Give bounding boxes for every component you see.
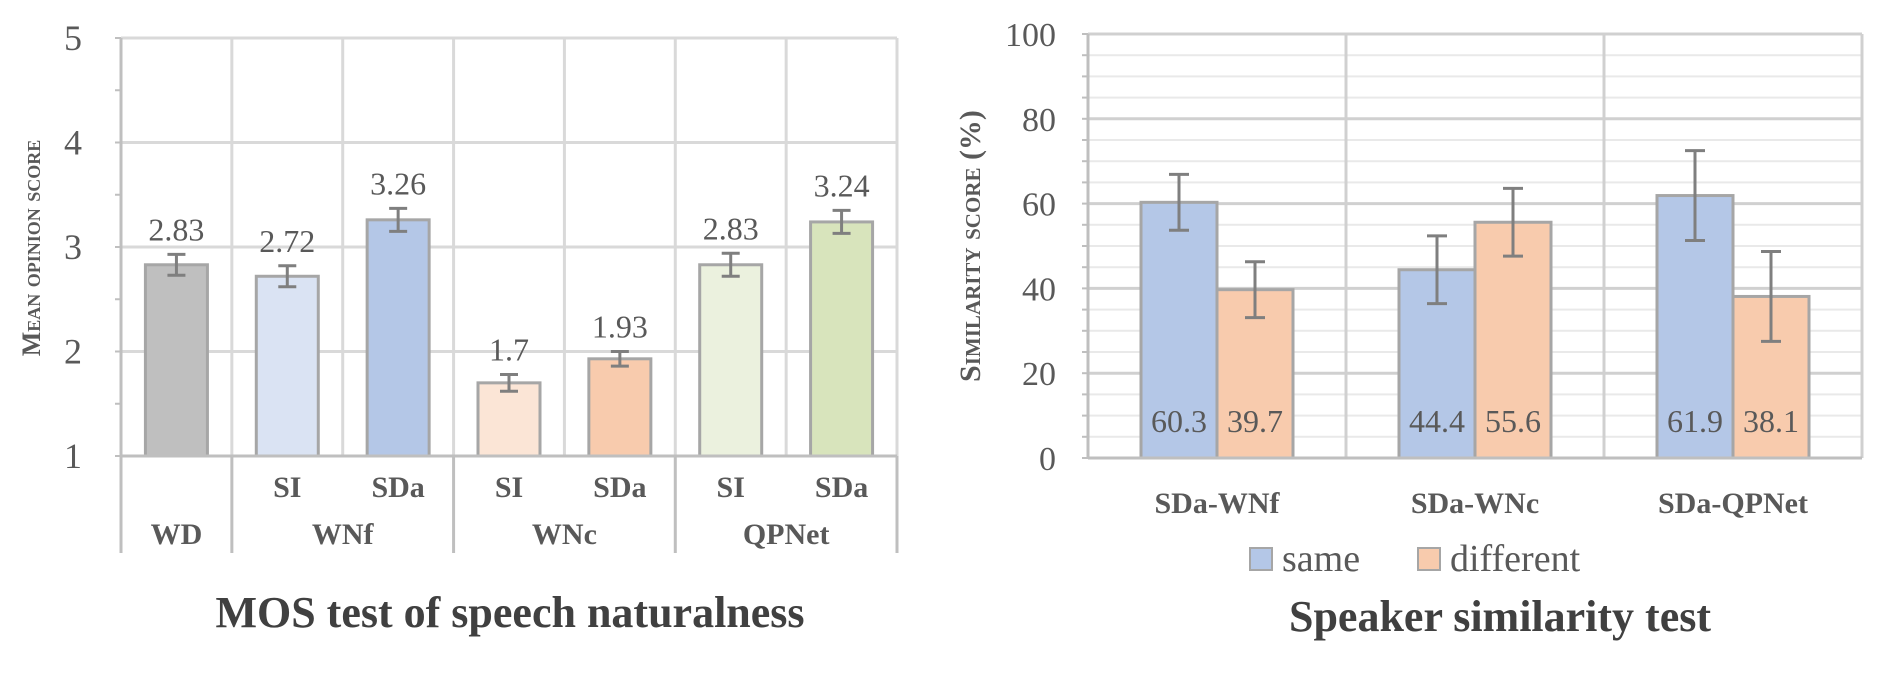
similarity-x-tick-label: SDa-QPNet (1658, 487, 1808, 520)
similarity-y-tick-label: 80 (1022, 102, 1056, 139)
legend-swatch-same (1249, 547, 1273, 571)
similarity-bar-different (1473, 220, 1553, 460)
similarity-y-tick-label: 20 (1022, 356, 1056, 393)
mos-bar (365, 218, 431, 458)
mos-x-tick-label: SI (495, 471, 523, 504)
mos-x-tick-label: SDa (815, 471, 868, 504)
mos-y-axis-label: Mean opinion score (17, 140, 46, 357)
mos-group-label: WNc (532, 518, 597, 551)
similarity-data-label: 44.4 (1409, 403, 1465, 439)
mos-x-tick-label: SDa (371, 471, 424, 504)
similarity-bars: 60.3 39.7 44.4 55.6 61.9 38.1 (1139, 149, 1811, 460)
similarity-y-tick-label: 60 (1022, 187, 1056, 224)
legend-label-same: same (1282, 538, 1360, 580)
similarity-data-label: 60.3 (1151, 403, 1207, 439)
mos-bar (698, 263, 764, 458)
mos-bar (809, 220, 875, 458)
mos-bar (587, 357, 653, 458)
mos-bars: 2.83 2.72 3.26 1.7 1.93 2.83 3.24 (143, 165, 875, 458)
similarity-data-label: 38.1 (1743, 403, 1799, 439)
legend-swatch-different (1417, 547, 1441, 571)
mos-bar (476, 381, 542, 458)
mos-x-tick-label: SDa (593, 471, 646, 504)
mos-x-tick-label: SI (273, 471, 301, 504)
similarity-chart-title: Speaker similarity test (1289, 592, 1711, 641)
mos-chart: 2.83 2.72 3.26 1.7 1.93 2.83 3.24 1 2 3 4 5 SI SDa SI… (17, 18, 899, 637)
mos-chart-title: MOS test of speech naturalness (215, 588, 804, 637)
mos-data-label: 3.24 (814, 167, 870, 203)
mos-bar (143, 263, 209, 458)
mos-data-label: 2.72 (259, 223, 315, 259)
similarity-data-label: 55.6 (1485, 403, 1541, 439)
mos-group-label: QPNet (743, 518, 830, 551)
similarity-data-label: 39.7 (1227, 403, 1283, 439)
mos-data-label: 2.83 (703, 210, 759, 246)
mos-group-label: WD (151, 518, 203, 551)
similarity-y-tick-label: 100 (1005, 17, 1056, 54)
similarity-data-label: 61.9 (1667, 403, 1723, 439)
mos-axis: 1 2 3 4 5 SI SDa SI SDa SI SDa WD WNf WNc QPNet (64, 18, 899, 553)
similarity-y-tick-label: 0 (1039, 441, 1056, 478)
mos-group-label: WNf (312, 518, 375, 551)
similarity-x-tick-label: SDa-WNf (1155, 487, 1281, 520)
mos-data-label: 2.83 (148, 211, 204, 247)
similarity-bar-same (1139, 200, 1219, 460)
mos-y-tick-label: 4 (64, 123, 82, 163)
mos-y-tick-label: 1 (64, 436, 82, 476)
similarity-x-tick-label: SDa-WNc (1411, 487, 1539, 520)
similarity-chart: 60.3 39.7 44.4 55.6 61.9 38.1 0 20 40 60 80 100 SDa… (954, 17, 1864, 641)
mos-data-label: 1.7 (489, 331, 529, 367)
similarity-y-axis-label: Similarity score (%) (954, 110, 987, 382)
mos-x-tick-label: SI (717, 471, 745, 504)
mos-data-label: 3.26 (370, 165, 426, 201)
similarity-legend: same different (1249, 538, 1581, 580)
legend-label-different: different (1450, 538, 1581, 580)
mos-y-tick-label: 2 (64, 332, 82, 372)
mos-data-label: 1.93 (592, 309, 648, 345)
mos-y-tick-label: 3 (64, 227, 82, 267)
mos-y-tick-label: 5 (64, 18, 82, 58)
similarity-axis: 0 20 40 60 80 100 SDa-WNf SDa-WNc SDa-QPNet (1005, 17, 1862, 520)
mos-bar (254, 274, 320, 458)
similarity-y-tick-label: 40 (1022, 271, 1056, 308)
